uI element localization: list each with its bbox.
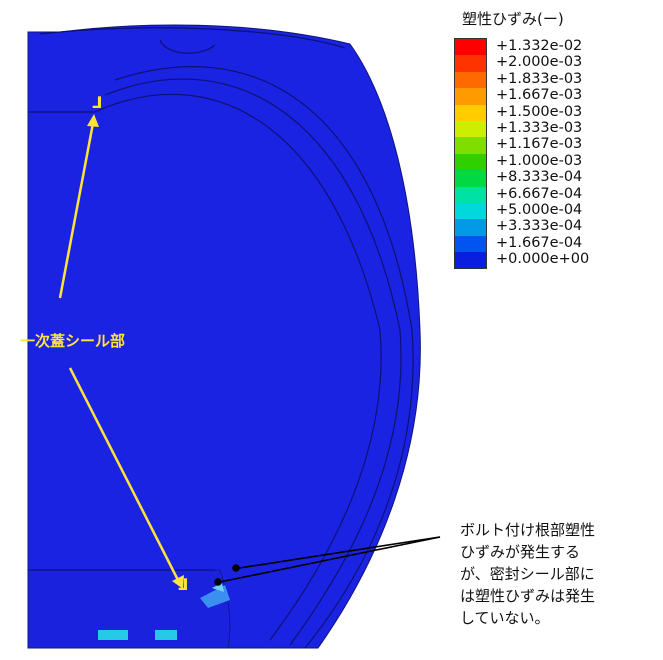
note-line: は塑性ひずみは発生 — [460, 587, 596, 605]
legend-swatch — [455, 235, 486, 253]
legend-label: +1.332e-02 — [496, 38, 583, 54]
legend-swatch — [455, 153, 486, 171]
note-line: ボルト付け根部塑性 — [460, 521, 596, 539]
legend-label: +1.667e-04 — [496, 234, 583, 251]
seal-arrow-up — [58, 117, 96, 299]
note-leaders — [214, 536, 441, 586]
legend-swatch — [455, 219, 486, 236]
model-edges — [28, 27, 414, 649]
legend-label: +6.667e-04 — [496, 185, 583, 202]
legend-label: +1.333e-03 — [496, 119, 583, 136]
legend-swatch — [455, 71, 486, 89]
legend-label: +1.167e-03 — [496, 136, 583, 153]
legend-label: +1.833e-03 — [496, 70, 583, 87]
legend-swatch — [455, 202, 486, 220]
seal-marker-top: ⅃ — [92, 93, 102, 112]
legend-swatch — [455, 55, 486, 72]
legend-label: +2.000e-03 — [496, 54, 583, 71]
seal-arrow-down-head — [172, 575, 184, 589]
legend-label: +3.333e-04 — [496, 218, 583, 235]
model-body — [27, 24, 421, 649]
legend-swatch — [455, 252, 486, 269]
legend-swatch — [455, 137, 486, 154]
seal-arrows — [58, 114, 184, 589]
legend-swatch — [455, 186, 486, 203]
bolt-root-strain-highlight — [200, 583, 230, 608]
legend-label: +1.000e-03 — [496, 152, 583, 169]
note-line: ひずみが発生する — [460, 543, 581, 561]
bolt-flange-region — [27, 569, 231, 649]
legend-label: +8.333e-04 — [496, 169, 583, 186]
legend-label: +0.000e+00 — [496, 251, 590, 268]
bottom-strain-spots — [98, 630, 177, 640]
legend-label: +5.000e-04 — [496, 201, 583, 218]
legend-color-bar — [454, 38, 487, 270]
legend-swatch — [455, 88, 486, 105]
seal-label: 一次蓋シール部 — [20, 332, 126, 350]
legend-label: +1.500e-03 — [496, 103, 583, 120]
legend-title: 塑性ひずみ(ー) — [462, 10, 564, 28]
legend-swatch — [455, 104, 486, 121]
legend-swatch — [455, 170, 486, 187]
legend-swatch — [455, 39, 486, 56]
note-line: していない。 — [460, 609, 550, 627]
legend-label: +1.667e-03 — [496, 87, 583, 104]
seal-arrow-up-head — [87, 114, 99, 127]
note-line: が、密封シール部に — [460, 565, 595, 583]
legend-labels: +1.332e-02 +2.000e-03 +1.833e-03 +1.667e-03… — [496, 38, 589, 267]
bolt-root-note: ボルト付け根部塑性 ひずみが発生する が、密封シール部に は塑性ひずみは発生 していない… — [460, 519, 660, 629]
legend-swatch — [455, 120, 486, 138]
seal-arrow-down — [68, 367, 182, 585]
